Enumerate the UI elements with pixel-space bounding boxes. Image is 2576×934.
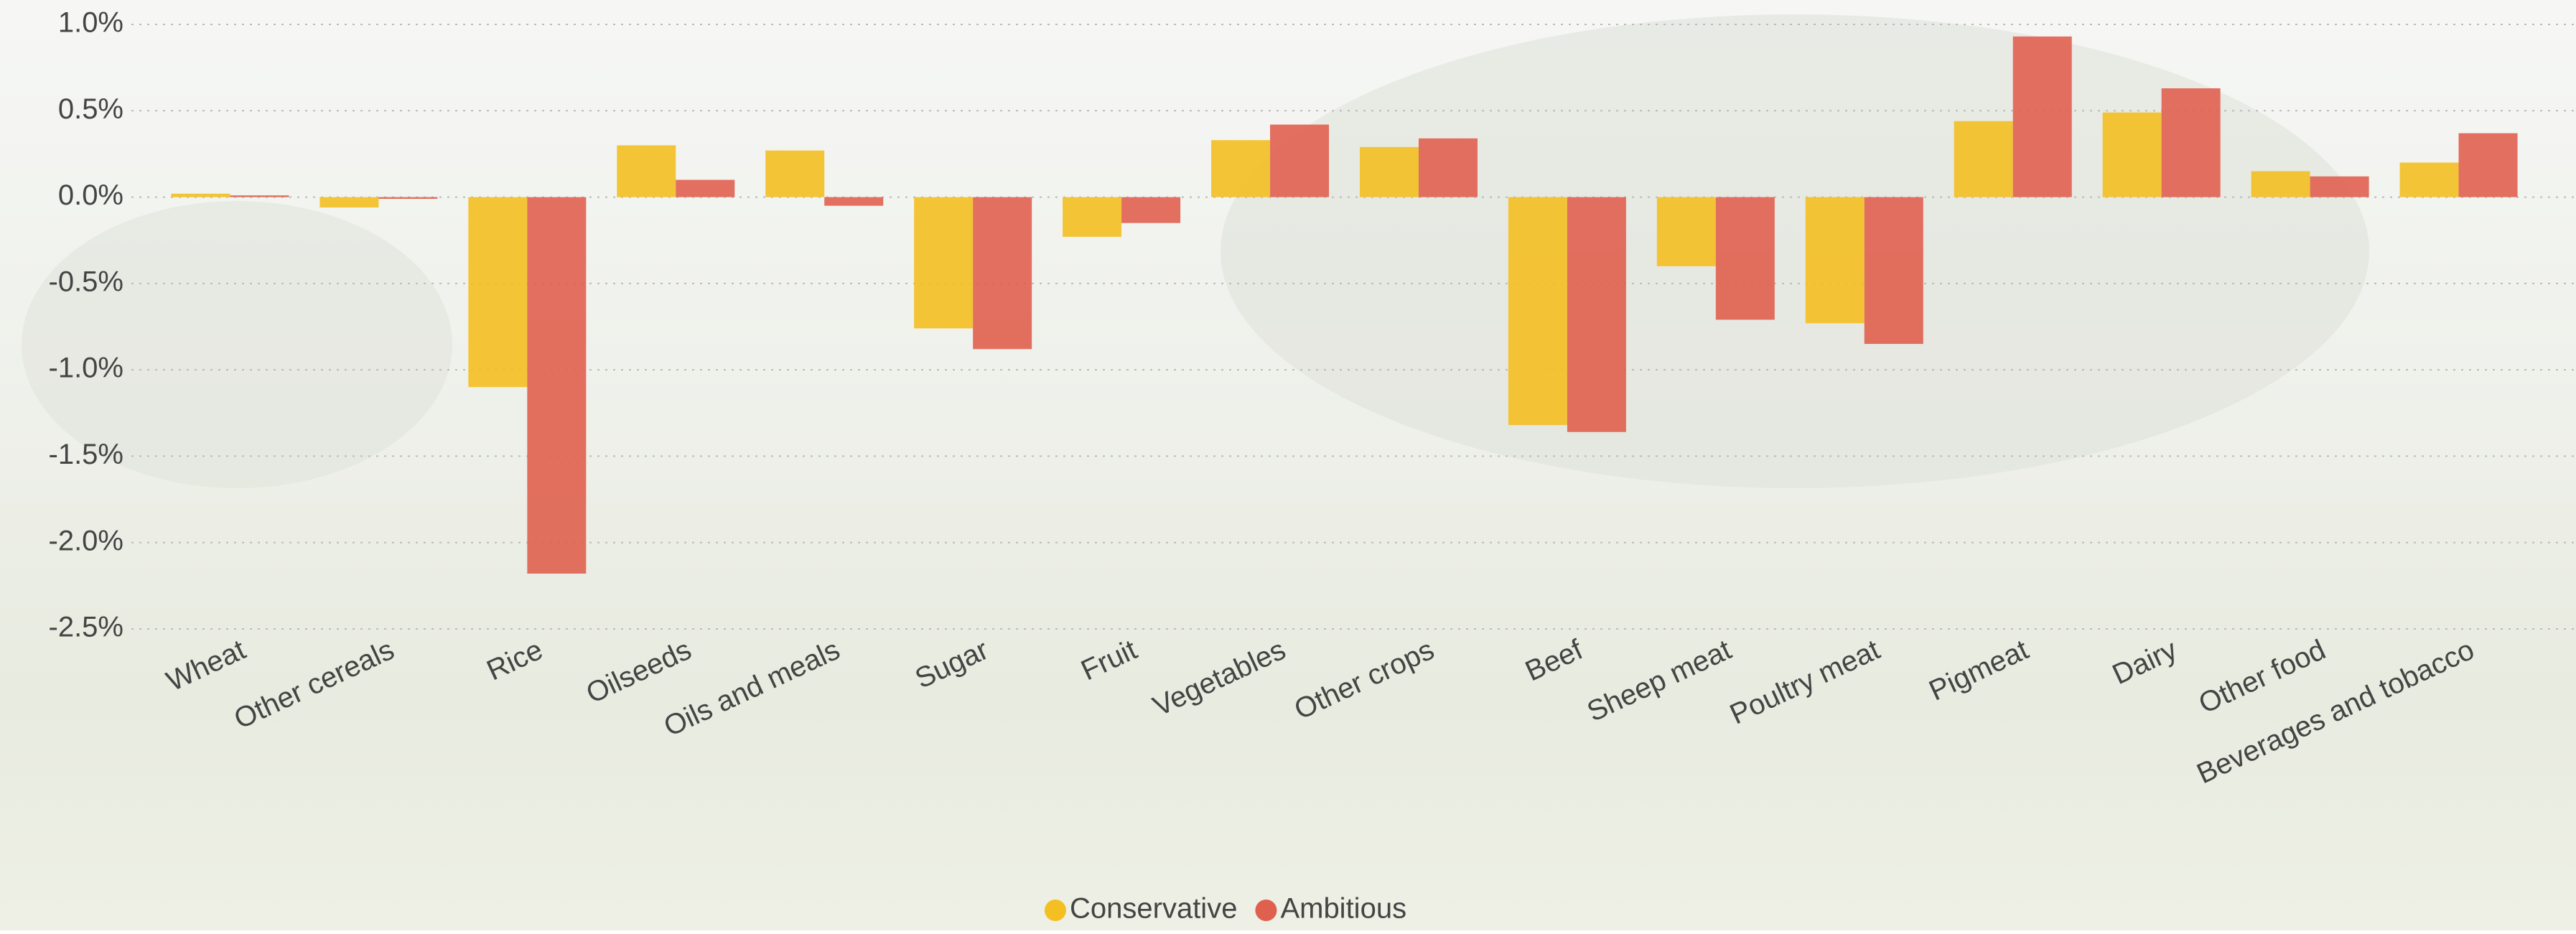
- bar: [1657, 197, 1716, 266]
- page: {"chart_data": {"type": "bar", "categori…: [0, 0, 2576, 930]
- bar: [468, 197, 527, 388]
- bar: [230, 195, 289, 197]
- bar: [2013, 37, 2072, 197]
- y-tick-label: 0.5%: [58, 93, 123, 125]
- bar: [2162, 88, 2221, 197]
- bar: [378, 197, 437, 199]
- y-tick-label: -0.5%: [49, 266, 124, 297]
- y-tick-label: 1.0%: [58, 7, 123, 39]
- bar: [1865, 197, 1923, 344]
- bar: [1063, 197, 1121, 237]
- background-tree: [1221, 14, 2369, 488]
- bar: [914, 197, 973, 329]
- bar: [2251, 171, 2310, 197]
- bar: [1508, 197, 1567, 426]
- bar: [319, 197, 378, 207]
- bar: [2310, 177, 2369, 197]
- bar: [1567, 197, 1626, 432]
- y-tick-label: -1.0%: [49, 352, 124, 384]
- legend-marker: [1255, 900, 1277, 921]
- bar: [824, 197, 883, 206]
- bar: [171, 194, 230, 197]
- legend-label: Conservative: [1070, 893, 1237, 925]
- bar: [2103, 113, 2162, 197]
- bar: [765, 151, 824, 197]
- bar: [1419, 139, 1478, 197]
- chart: -2.5%-2.0%-1.5%-1.0%-0.5%0.0%0.5%1.0%Whe…: [0, 0, 2576, 930]
- bar: [1270, 125, 1329, 197]
- bar: [1954, 121, 2013, 197]
- y-tick-label: 0.0%: [58, 179, 123, 211]
- bar: [2459, 134, 2518, 197]
- legend-marker: [1045, 900, 1066, 921]
- bar: [1716, 197, 1775, 320]
- y-tick-label: -2.5%: [49, 612, 124, 643]
- bar: [617, 145, 676, 197]
- bar: [2400, 162, 2459, 197]
- bar: [973, 197, 1032, 350]
- bar: [1360, 147, 1419, 197]
- bar: [527, 197, 586, 574]
- bar: [1806, 197, 1865, 324]
- bar: [676, 180, 734, 197]
- y-tick-label: -1.5%: [49, 439, 124, 470]
- y-tick-label: -2.0%: [49, 525, 124, 556]
- bar: [1211, 140, 1270, 197]
- legend-label: Ambitious: [1280, 893, 1406, 925]
- bar: [1121, 197, 1180, 223]
